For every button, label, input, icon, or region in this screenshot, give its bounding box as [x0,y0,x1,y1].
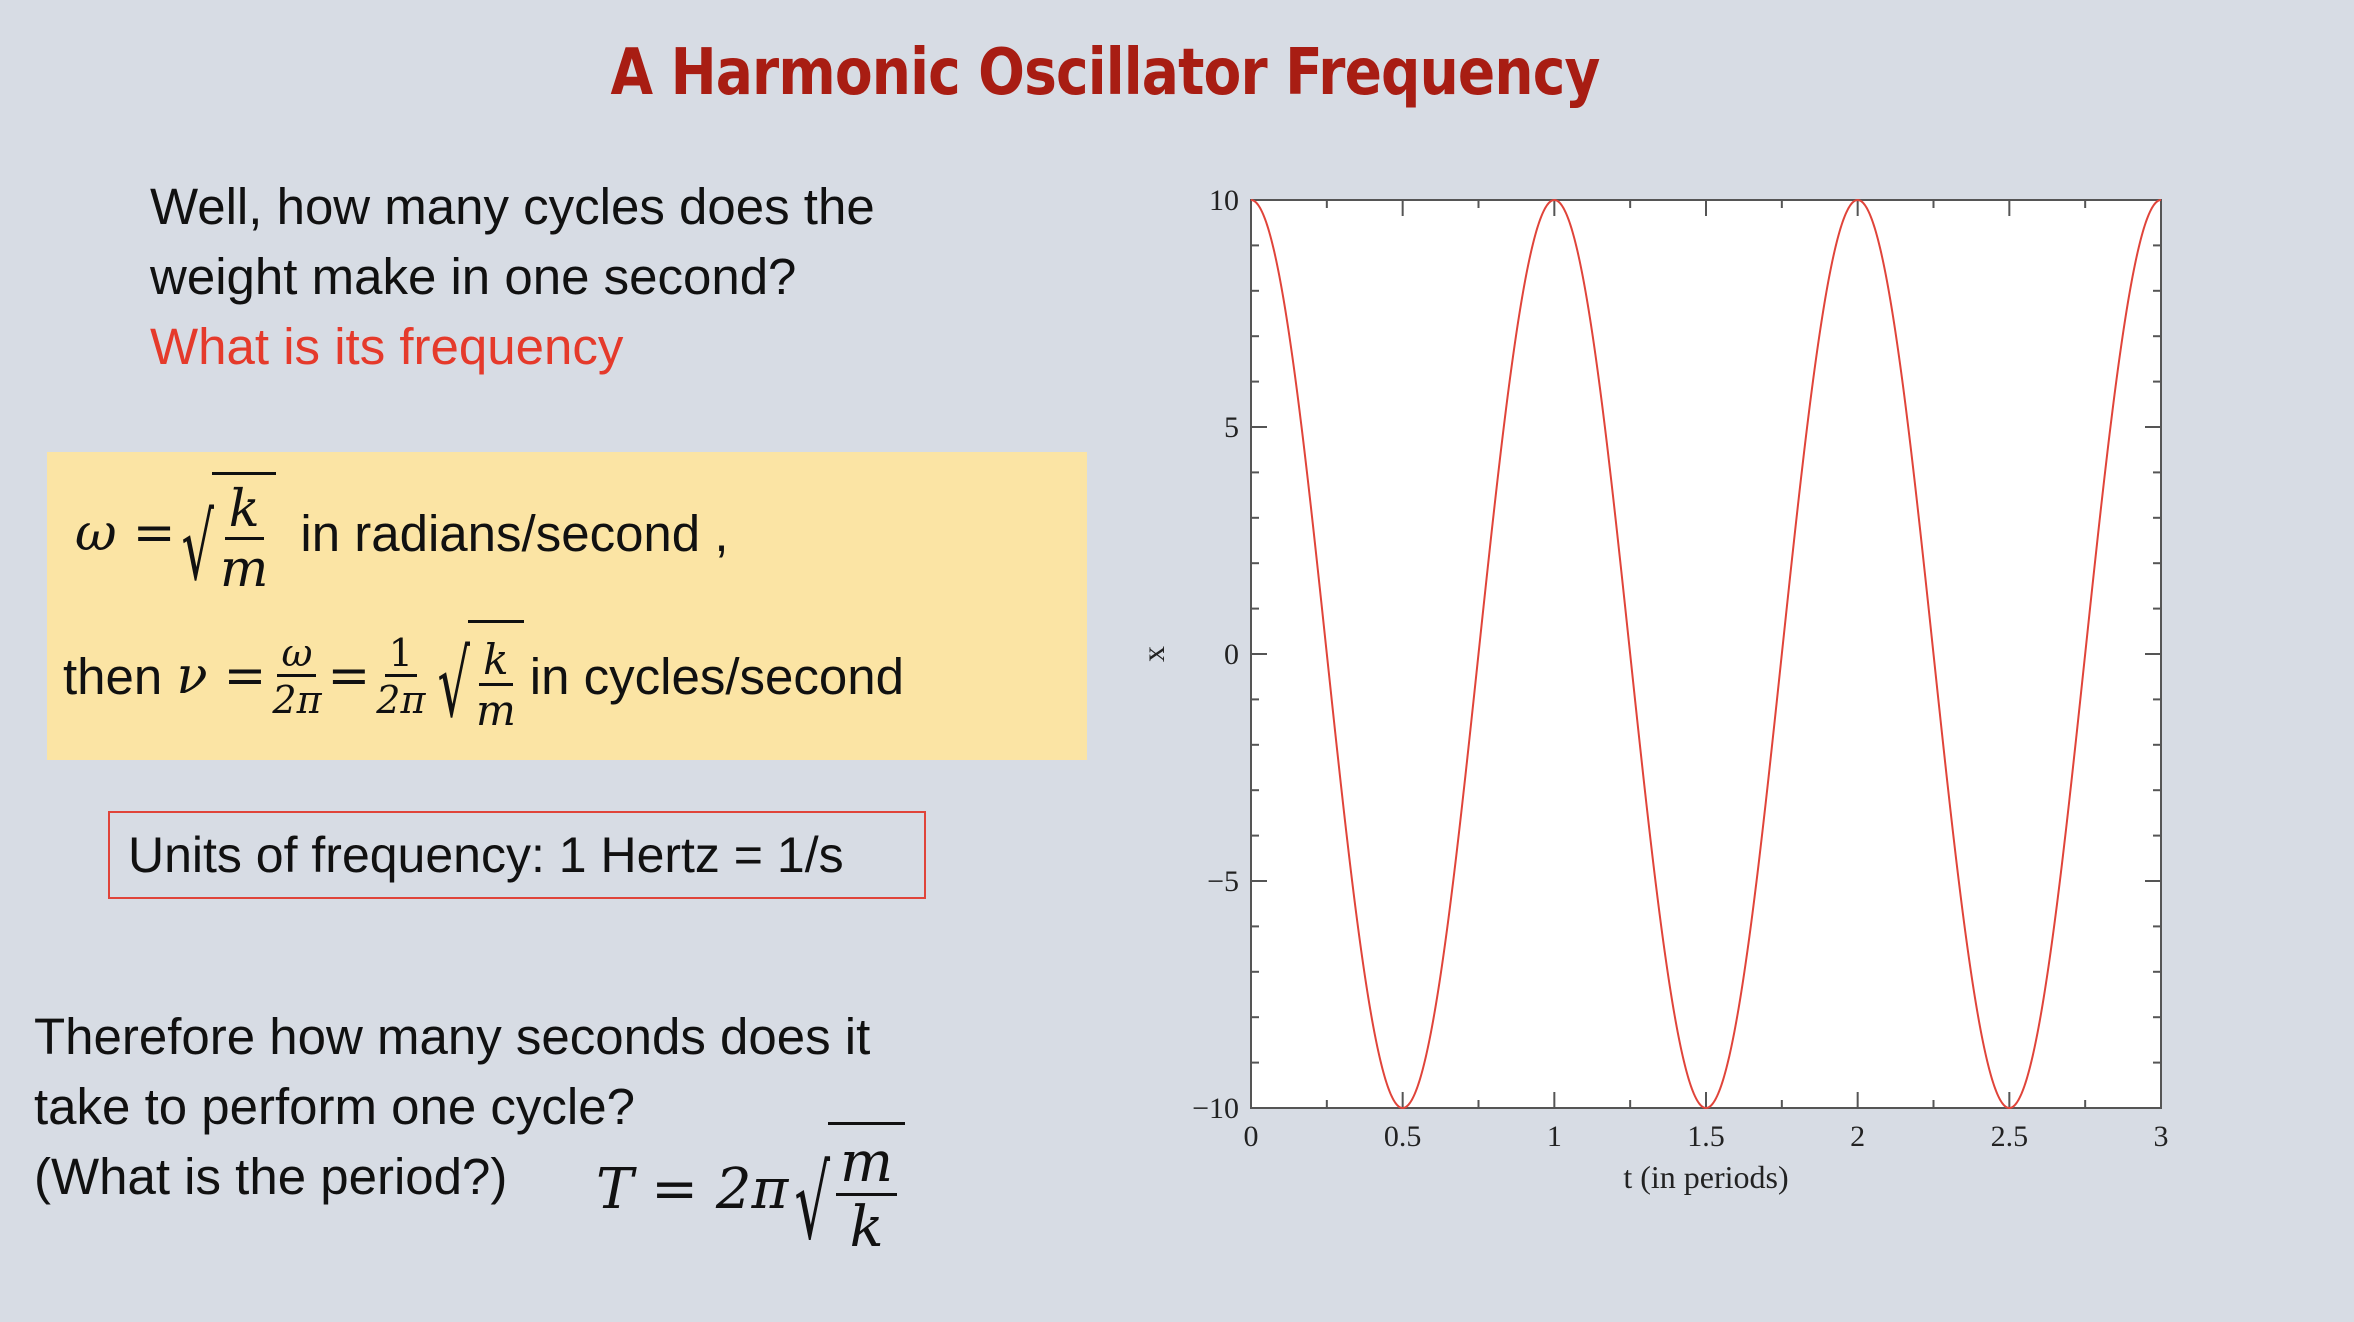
frac-num: ω [277,634,317,677]
k-over-m: k m [220,484,268,595]
frac-num: k [224,484,264,540]
outro-line-1: Therefore how many seconds does it [34,1008,871,1065]
nu-radicand: k m [467,620,524,732]
omega-radicand: k m [212,472,277,595]
period-sqrt: √ m k [794,1122,906,1264]
frequency-formula-box: ω = √ k m in radians/second , then ν = ω… [47,452,1087,760]
y-tick-label: −5 [1207,865,1239,898]
omega-lhs: ω = [75,504,176,563]
outro-line-2: take to perform one cycle? [34,1078,635,1135]
x-axis-label: t (in periods) [1623,1159,1788,1195]
omega-over-2pi: ω 2π [272,634,321,719]
sqrt-sign: √ [794,1146,830,1264]
tick-marks [1250,199,2162,1109]
k-over-m: k m [476,639,516,732]
sqrt-sign: √ [437,633,470,740]
x-tick-label: 2.5 [1991,1120,2029,1153]
frac-num: m [836,1135,898,1196]
y-tick-labels: −10 −5 0 5 10 [1192,184,1239,1125]
nu-prefix: then [63,647,163,705]
x-tick-label: 0 [1244,1120,1259,1153]
nu-formula: then ν = ω 2π = 1 2π √ k m in cycles/sec… [63,620,904,732]
y-tick-label: 10 [1209,184,1239,217]
m-over-k: m k [836,1135,898,1260]
frac-den: 2π [376,677,426,722]
outro-line-3: (What is the period?) [34,1148,508,1205]
nu-suffix: in cycles/second [529,647,904,705]
series-line [1250,198,2162,1110]
omega-sqrt: √ k m [182,472,277,595]
x-tick-label: 2 [1850,1120,1865,1153]
period-lhs: T = 2π [596,1156,789,1222]
oscillation-chart: 0 0.5 1 1.5 2 2.5 3 −10 −5 0 5 10 t (in periods) x [1135,184,2169,1195]
x-tick-label: 1 [1547,1120,1562,1153]
nu-sqrt: √ k m [437,620,524,740]
omega-suffix: in radians/second , [300,505,729,562]
equals-sign: = [327,646,371,706]
frac-num: k [479,639,513,686]
intro-text: Well, how many cycles does the weight ma… [150,172,1050,382]
intro-line-2: weight make in one second? [150,248,797,305]
units-box: Units of frequency: 1 Hertz = 1/s [108,811,926,899]
plot-area [1250,199,2162,1109]
intro-highlight: What is its frequency [150,318,624,375]
outro-text: Therefore how many seconds does it take … [34,1002,1034,1212]
y-tick-label: 0 [1224,638,1239,671]
omega-formula: ω = √ k m in radians/second , [75,472,729,595]
sqrt-sign: √ [181,496,215,603]
frac-num: 1 [384,634,417,677]
frac-den: m [475,686,516,735]
x-tick-label: 3 [2154,1120,2169,1153]
units-text: Units of frequency: 1 Hertz = 1/s [128,827,844,883]
one-over-2pi: 1 2π [376,634,425,719]
period-formula: T = 2π √ m k [596,1122,911,1256]
intro-line-1: Well, how many cycles does the [150,178,875,235]
y-tick-label: −10 [1192,1092,1239,1125]
x-tick-label: 1.5 [1687,1120,1725,1153]
frac-den: 2π [272,677,322,722]
x-tick-labels: 0 0.5 1 1.5 2 2.5 3 [1244,1120,2169,1153]
frac-den: k [849,1195,884,1260]
nu-lhs: ν = [176,646,267,706]
y-tick-label: 5 [1224,411,1239,444]
slide-title: A Harmonic Oscillator Frequency [610,36,1601,110]
y-axis-label: x [1135,646,1171,662]
period-radicand: m k [828,1122,906,1260]
frac-den: m [220,540,269,599]
x-tick-label: 0.5 [1384,1120,1422,1153]
